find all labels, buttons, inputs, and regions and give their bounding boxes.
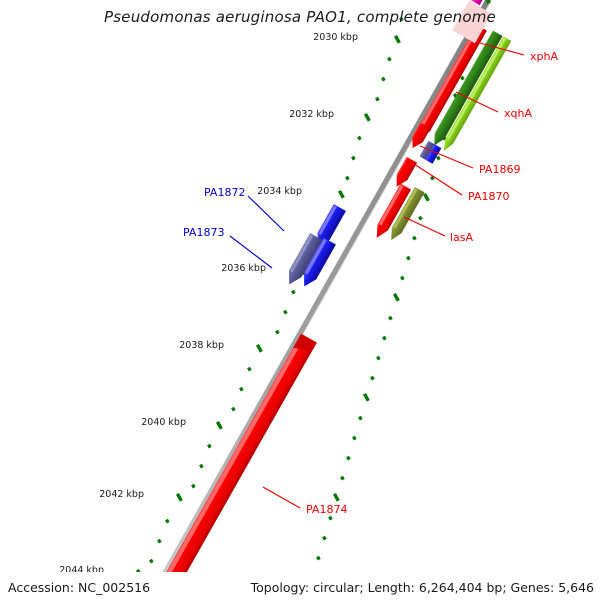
ruler-tick-label: 2036 kbp bbox=[221, 263, 266, 274]
leader-line-xphA bbox=[468, 39, 525, 56]
ruler-tick-label: 2042 kbp bbox=[99, 489, 144, 500]
feature-label-PA1873[interactable]: PA1873 bbox=[183, 226, 224, 239]
feature-label-xqhA[interactable]: xqhA bbox=[504, 107, 532, 120]
feature-label-PA1874[interactable]: PA1874 bbox=[306, 503, 347, 516]
feature-glyph-xphA[interactable] bbox=[413, 24, 487, 142]
leader-line-xqhA bbox=[455, 91, 499, 113]
ruler-tick-label: 2040 kbp bbox=[141, 417, 186, 428]
ruler-tick-label: 2030 kbp bbox=[313, 32, 358, 43]
feature-glyph-PA1872-b[interactable] bbox=[298, 237, 336, 290]
feature-glyph-magenta-partial[interactable] bbox=[470, 0, 488, 6]
feature-label-xphA[interactable]: xphA bbox=[530, 50, 558, 63]
feature-glyph-PA1874[interactable] bbox=[163, 333, 317, 587]
ruler-labels: 2030 kbp 2032 kbp 2034 kbp 2036 kbp 2038… bbox=[59, 32, 358, 576]
feature-glyph-lasA[interactable] bbox=[386, 186, 425, 243]
feature-leader-lines bbox=[229, 39, 525, 509]
leader-line-lasA bbox=[403, 216, 446, 237]
feature-glyph-xqhA[interactable] bbox=[429, 30, 512, 154]
feature-glyph-PA1870[interactable] bbox=[391, 156, 418, 190]
ruler-tick-label: 2038 kbp bbox=[179, 340, 224, 351]
ruler-tick-label: 2032 kbp bbox=[289, 109, 334, 120]
accession-text: Accession: NC_002516 bbox=[8, 580, 151, 595]
feature-label-lasA[interactable]: lasA bbox=[450, 231, 474, 244]
feature-labels[interactable]: xphA xqhA PA1869 PA1870 lasA PA1872 PA18… bbox=[183, 50, 558, 516]
leader-line-PA1874 bbox=[262, 486, 301, 509]
feature-label-PA1869[interactable]: PA1869 bbox=[479, 163, 520, 176]
feature-glyph-red-mid[interactable] bbox=[372, 183, 412, 241]
genome-stats-text: Topology: circular; Length: 6,264,404 bp… bbox=[250, 580, 594, 595]
ruler-tick-label: 2044 kbp bbox=[59, 565, 104, 576]
feature-glyph-PA1869[interactable] bbox=[419, 140, 442, 164]
feature-label-PA1870[interactable]: PA1870 bbox=[468, 190, 509, 203]
leader-line-PA1873 bbox=[229, 235, 273, 269]
leader-line-PA1870 bbox=[410, 161, 463, 196]
feature-label-PA1872[interactable]: PA1872 bbox=[204, 186, 245, 199]
backbone-line[interactable] bbox=[147, 0, 497, 600]
feature-glyph-PA1872[interactable] bbox=[312, 204, 346, 249]
ruler-tick-label: 2034 kbp bbox=[257, 186, 302, 197]
footer-bar bbox=[0, 572, 600, 600]
feature-glyph-PA1873[interactable] bbox=[283, 233, 323, 288]
leader-line-PA1872 bbox=[247, 195, 285, 232]
leader-line-PA1869 bbox=[419, 145, 474, 169]
ruler-inner-track bbox=[135, 16, 404, 578]
feature-glyph-stub-red-1[interactable] bbox=[407, 122, 431, 151]
